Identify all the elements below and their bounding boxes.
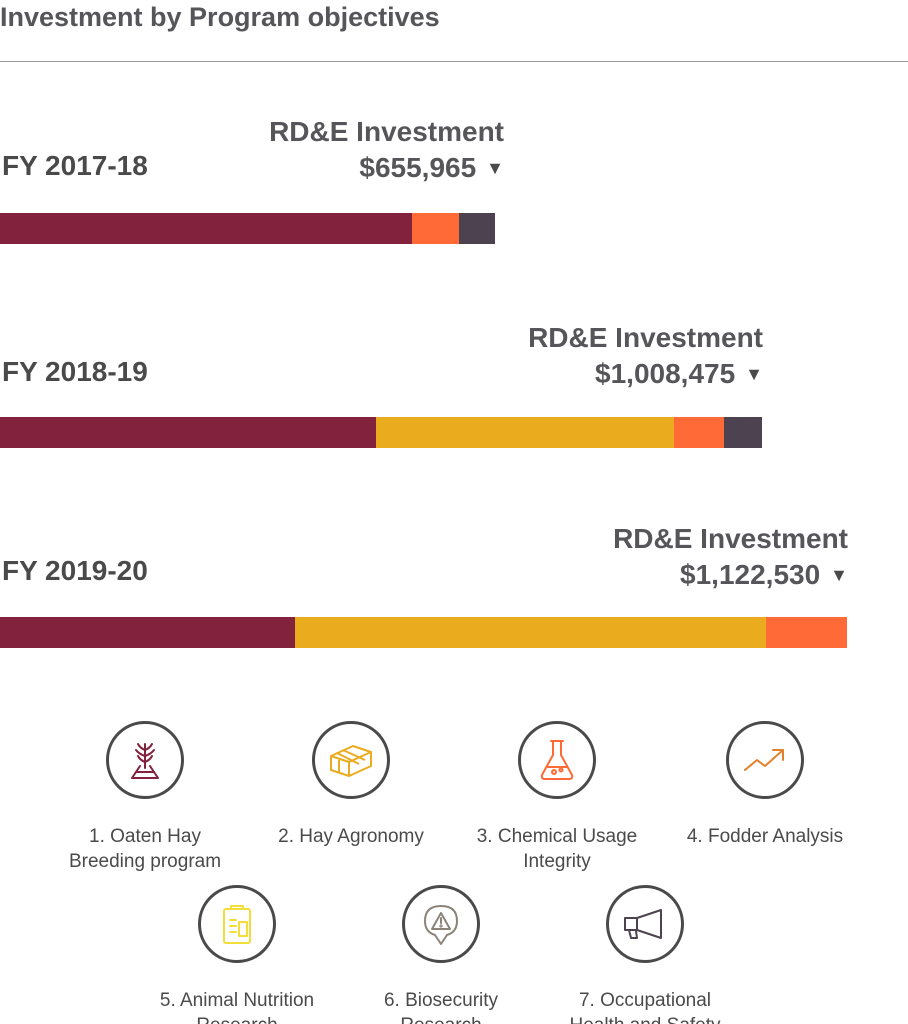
investment-header: RD&E Investment $1,122,530 ▼: [613, 521, 848, 593]
bar-segment-1: [0, 213, 412, 244]
fy-label: FY 2017-18: [2, 150, 148, 181]
legend-circle: [606, 885, 684, 963]
legend-circle: [518, 721, 596, 799]
legend-circle: [198, 885, 276, 963]
bar-segment-1: [0, 617, 295, 648]
bar-segment-1: [0, 417, 376, 448]
investment-total: $655,965: [359, 152, 477, 183]
dropdown-triangle-icon[interactable]: ▼: [745, 364, 763, 384]
investment-header: RD&E Investment $655,965 ▼: [269, 114, 504, 186]
trend-arrow-icon: [744, 749, 784, 771]
investment-total: $1,008,475: [595, 358, 736, 389]
bar-segment-3: [674, 417, 724, 448]
bar-segment-7: [459, 213, 495, 244]
legend-circle: [106, 721, 184, 799]
investment-header: RD&E Investment $1,008,475 ▼: [528, 320, 763, 392]
bar-segment-2: [376, 417, 674, 448]
warning-pin-icon: [424, 905, 458, 945]
fy-label: FY 2019-20: [2, 555, 148, 586]
stacked-bar: [0, 213, 495, 244]
investment-amount[interactable]: $1,122,530 ▼: [613, 557, 848, 593]
investment-total: $1,122,530: [680, 559, 821, 590]
bar-segment-3: [766, 617, 847, 648]
wheat-flask-icon: [131, 743, 159, 779]
bar-segment-3: [412, 213, 459, 244]
hay-bale-icon: [330, 745, 372, 777]
investment-label: RD&E Investment: [269, 116, 504, 147]
title-divider: [0, 61, 908, 62]
legend-label: 3. Chemical Usage Integrity: [476, 826, 638, 872]
megaphone-icon: [624, 909, 662, 939]
legend-circle: [312, 721, 390, 799]
investment-amount[interactable]: $1,008,475 ▼: [528, 356, 763, 392]
legend-label: 1. Oaten Hay Breeding program: [68, 826, 222, 872]
legend-item-animal-nutrition: 5. Animal Nutrition Research: [137, 885, 337, 1024]
bar-segment-2: [295, 617, 766, 648]
clipboard-icon: [223, 905, 251, 944]
legend-item-oaten-hay: 1. Oaten Hay Breeding program: [45, 721, 245, 874]
stacked-bar: [0, 617, 847, 648]
fy-label: FY 2018-19: [2, 356, 148, 387]
page-title: Investment by Program objectives: [0, 2, 440, 32]
legend-label: 6. Biosecurity Research: [383, 990, 499, 1024]
legend-item-hay-agronomy: 2. Hay Agronomy: [251, 721, 451, 849]
legend-item-biosecurity: 6. Biosecurity Research: [341, 885, 541, 1024]
stacked-bar: [0, 417, 762, 448]
legend-label: 2. Hay Agronomy: [278, 826, 424, 847]
dropdown-triangle-icon[interactable]: ▼: [830, 565, 848, 585]
dropdown-triangle-icon[interactable]: ▼: [486, 158, 504, 178]
legend-label: 7. Occupational Health and Safety: [569, 990, 720, 1024]
legend-label: 5. Animal Nutrition Research: [159, 990, 315, 1024]
legend-item-occupational-health: 7. Occupational Health and Safety: [545, 885, 745, 1024]
legend-item-chemical-usage: 3. Chemical Usage Integrity: [457, 721, 657, 874]
investment-label: RD&E Investment: [528, 322, 763, 353]
bar-segment-7: [724, 417, 762, 448]
legend-label: 4. Fodder Analysis: [686, 826, 844, 847]
investment-label: RD&E Investment: [613, 523, 848, 554]
legend-circle: [726, 721, 804, 799]
chemical-flask-icon: [540, 740, 574, 780]
legend-item-fodder-analysis: 4. Fodder Analysis: [665, 721, 865, 849]
investment-amount[interactable]: $655,965 ▼: [269, 150, 504, 186]
legend-circle: [402, 885, 480, 963]
